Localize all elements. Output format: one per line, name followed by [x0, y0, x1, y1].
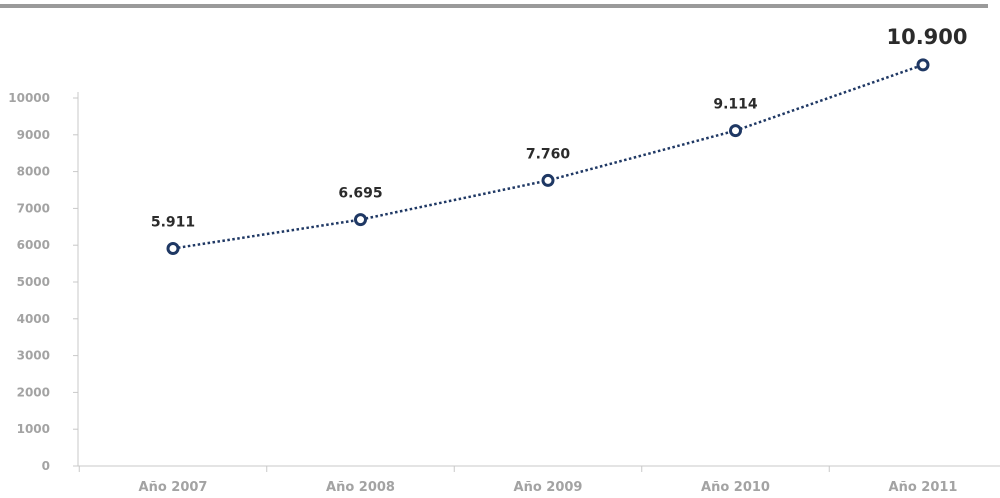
data-labels: 5.911 6.695 7.760 9.114 10.900 — [151, 25, 968, 231]
y-tick-label: 2000 — [17, 385, 50, 399]
x-tick-label: Año 2011 — [889, 480, 958, 495]
y-tick-label: 4000 — [17, 312, 50, 326]
data-point — [354, 213, 367, 227]
data-label: 10.900 — [886, 25, 967, 49]
data-label: 9.114 — [713, 97, 758, 113]
data-point — [166, 241, 180, 255]
data-label: 6.695 — [338, 186, 382, 202]
data-point — [916, 58, 930, 72]
y-tick-label: 6000 — [17, 238, 50, 252]
x-tick-label: Año 2008 — [326, 480, 395, 495]
chart-axes — [77, 92, 1000, 472]
y-tick-label: 10000 — [8, 91, 50, 105]
top-divider — [0, 4, 988, 8]
y-tick-label: 1000 — [17, 422, 50, 436]
x-tick-label: Año 2009 — [514, 480, 583, 495]
x-tick-label: Año 2010 — [701, 480, 770, 495]
y-tick-label: 3000 — [17, 349, 50, 363]
y-tick-label: 0 — [42, 459, 50, 473]
data-label: 5.911 — [151, 214, 195, 230]
y-tick-label: 9000 — [17, 128, 50, 142]
x-tick-label: Año 2007 — [139, 480, 208, 495]
data-point — [729, 124, 742, 138]
series-markers — [166, 58, 930, 255]
y-tick-label: 7000 — [17, 201, 50, 215]
y-axis-ticks: 0 1000 2000 3000 4000 5000 6000 7000 8000 9000 100… — [8, 91, 78, 473]
y-tick-label: 5000 — [17, 275, 50, 289]
data-point — [541, 173, 555, 187]
x-axis-labels: Año 2007 Año 2008 Año 2009 Año 2010 Año 2011 — [139, 480, 958, 495]
data-label: 7.760 — [526, 146, 571, 162]
y-tick-label: 8000 — [17, 165, 50, 179]
